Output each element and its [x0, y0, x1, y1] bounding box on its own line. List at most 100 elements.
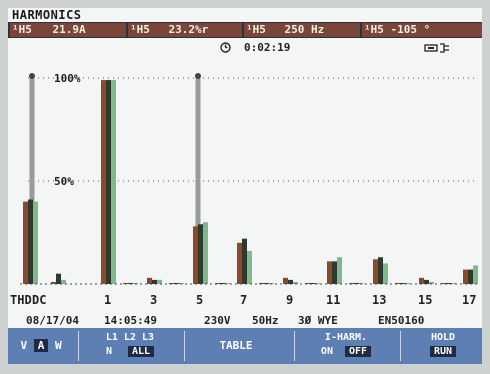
- softkey-vaw-v: V: [20, 339, 28, 352]
- softkey-iharm-on: ON: [320, 346, 333, 357]
- softkey-vaw[interactable]: V A W: [8, 328, 74, 364]
- mains-plug-icon: [424, 43, 452, 56]
- x-tick-label: 11: [326, 293, 340, 307]
- readout-phase: ¹H5 -105 °: [362, 23, 482, 37]
- x-tick-label: 15: [418, 293, 432, 307]
- harmonic-bar: [264, 282, 269, 284]
- wiring-config: 3Ø WYE: [298, 314, 338, 327]
- softkey-phase-n: N: [105, 346, 112, 357]
- harmonic-bar: [247, 251, 252, 284]
- harmonic-bar: [193, 226, 198, 284]
- softkey-divider: [400, 331, 401, 361]
- harmonic-bar: [215, 282, 220, 284]
- softkey-table[interactable]: TABLE: [188, 328, 284, 364]
- harmonic-bar: [349, 282, 354, 284]
- harmonic-bar: [23, 201, 28, 284]
- cursor-marker: [195, 73, 201, 79]
- harmonic-bar: [429, 281, 434, 284]
- harmonic-bar: [269, 282, 274, 284]
- harmonic-bar: [305, 282, 310, 284]
- nominal-frequency: 50Hz: [252, 314, 279, 327]
- harmonic-bar: [259, 282, 264, 284]
- x-tick-label: 17: [462, 293, 476, 307]
- harmonic-bar: [332, 261, 337, 284]
- readout-frequency: ¹H5 250 Hz: [244, 23, 360, 37]
- softkey-table-label: TABLE: [219, 339, 253, 352]
- readout-phase-value: -105 °: [390, 23, 431, 36]
- harmonic-bar: [315, 282, 320, 284]
- softkey-vaw-a: A: [33, 339, 49, 352]
- softkey-iharm[interactable]: I-HARM. ON OFF: [298, 328, 394, 364]
- softkey-divider: [184, 331, 185, 361]
- harmonic-bar: [463, 269, 468, 284]
- harmonic-bar: [283, 277, 288, 284]
- time-text: 14:05:49: [104, 314, 157, 327]
- cursor-marker: [29, 73, 35, 79]
- readout-frequency-value: 250 Hz: [284, 23, 325, 36]
- harmonic-bar: [33, 201, 38, 284]
- harmonic-bar: [220, 282, 225, 284]
- harmonic-bar: [473, 265, 478, 284]
- harmonics-chart-svg: 100%50%THD DC 1 3 5 7 9 11 13 15 17: [10, 72, 480, 307]
- readout-percent-value: 23.2%r: [168, 23, 209, 36]
- x-tick-label: 13: [372, 293, 386, 307]
- softkey-divider: [78, 331, 79, 361]
- harmonic-bar: [242, 238, 247, 284]
- harmonic-bar: [373, 259, 378, 284]
- harmonic-bar: [225, 282, 230, 284]
- harmonics-chart: 100% 50% THD DC 1 3 5 7 9 11 13 15 17: [8, 56, 482, 307]
- x-tick-label: 5: [196, 293, 203, 307]
- softkey-iharm-off: OFF: [345, 346, 372, 357]
- harmonic-bar: [179, 282, 184, 284]
- readout-current-value: 21.9A: [52, 23, 86, 36]
- harmonic-bar: [152, 279, 157, 284]
- y-tick-label: 50%: [54, 175, 74, 188]
- harmonic-bar: [378, 257, 383, 284]
- harmonic-bar: [147, 277, 152, 284]
- harmonic-bar: [400, 282, 405, 284]
- harmonic-bar: [237, 242, 242, 284]
- y-tick-label: 100%: [54, 72, 81, 85]
- harmonic-bar: [451, 282, 456, 284]
- harmonic-bar: [51, 281, 56, 284]
- harmonic-bar: [419, 277, 424, 284]
- harmonic-bar: [395, 282, 400, 284]
- harmonic-bar: [111, 80, 116, 284]
- status-line: 0:02:19: [8, 39, 482, 59]
- harmonic-bar: [354, 282, 359, 284]
- screen-title: HARMONICS: [12, 8, 82, 22]
- harmonic-bar: [446, 282, 451, 284]
- harmonic-bar: [56, 273, 61, 284]
- x-tick-label: 1: [104, 293, 111, 307]
- readout-bar: ¹H5 21.9A ¹H5 23.2%r ¹H5 250 Hz ¹H5 -105…: [8, 22, 482, 38]
- softkey-divider: [294, 331, 295, 361]
- harmonic-bar: [359, 282, 364, 284]
- readout-current: ¹H5 21.9A: [10, 23, 126, 37]
- x-tick-label: THD: [10, 293, 32, 307]
- harmonic-bar: [133, 282, 138, 284]
- softkey-phase-line1: L1 L2 L3: [105, 332, 155, 343]
- harmonic-bar: [198, 224, 203, 284]
- clock-icon: [220, 42, 231, 56]
- harmonic-bar: [61, 279, 66, 284]
- harmonic-bar: [424, 279, 429, 284]
- date-text: 08/17/04: [26, 314, 79, 327]
- limit-standard: EN50160: [378, 314, 425, 327]
- harmonic-bar: [174, 282, 179, 284]
- softkey-hold-run[interactable]: HOLD RUN: [404, 328, 482, 364]
- softkey-bar: V A W L1 L2 L3 N ALL TABLE I-HARM.: [8, 328, 482, 364]
- harmonic-bar: [123, 282, 128, 284]
- harmonic-bar: [293, 281, 298, 284]
- softkey-vaw-w: W: [54, 339, 62, 352]
- harmonic-bar: [310, 282, 315, 284]
- harmonic-bar: [106, 80, 111, 284]
- x-tick-label: DC: [32, 293, 46, 307]
- softkey-phase-select[interactable]: L1 L2 L3 N ALL: [82, 328, 178, 364]
- harmonic-bar: [128, 282, 133, 284]
- readout-percent: ¹H5 23.2%r: [128, 23, 242, 37]
- readout-frequency-label: ¹H5: [246, 23, 266, 36]
- harmonic-bar: [203, 222, 208, 284]
- nominal-voltage: 230V: [204, 314, 231, 327]
- x-tick-label: 9: [286, 293, 293, 307]
